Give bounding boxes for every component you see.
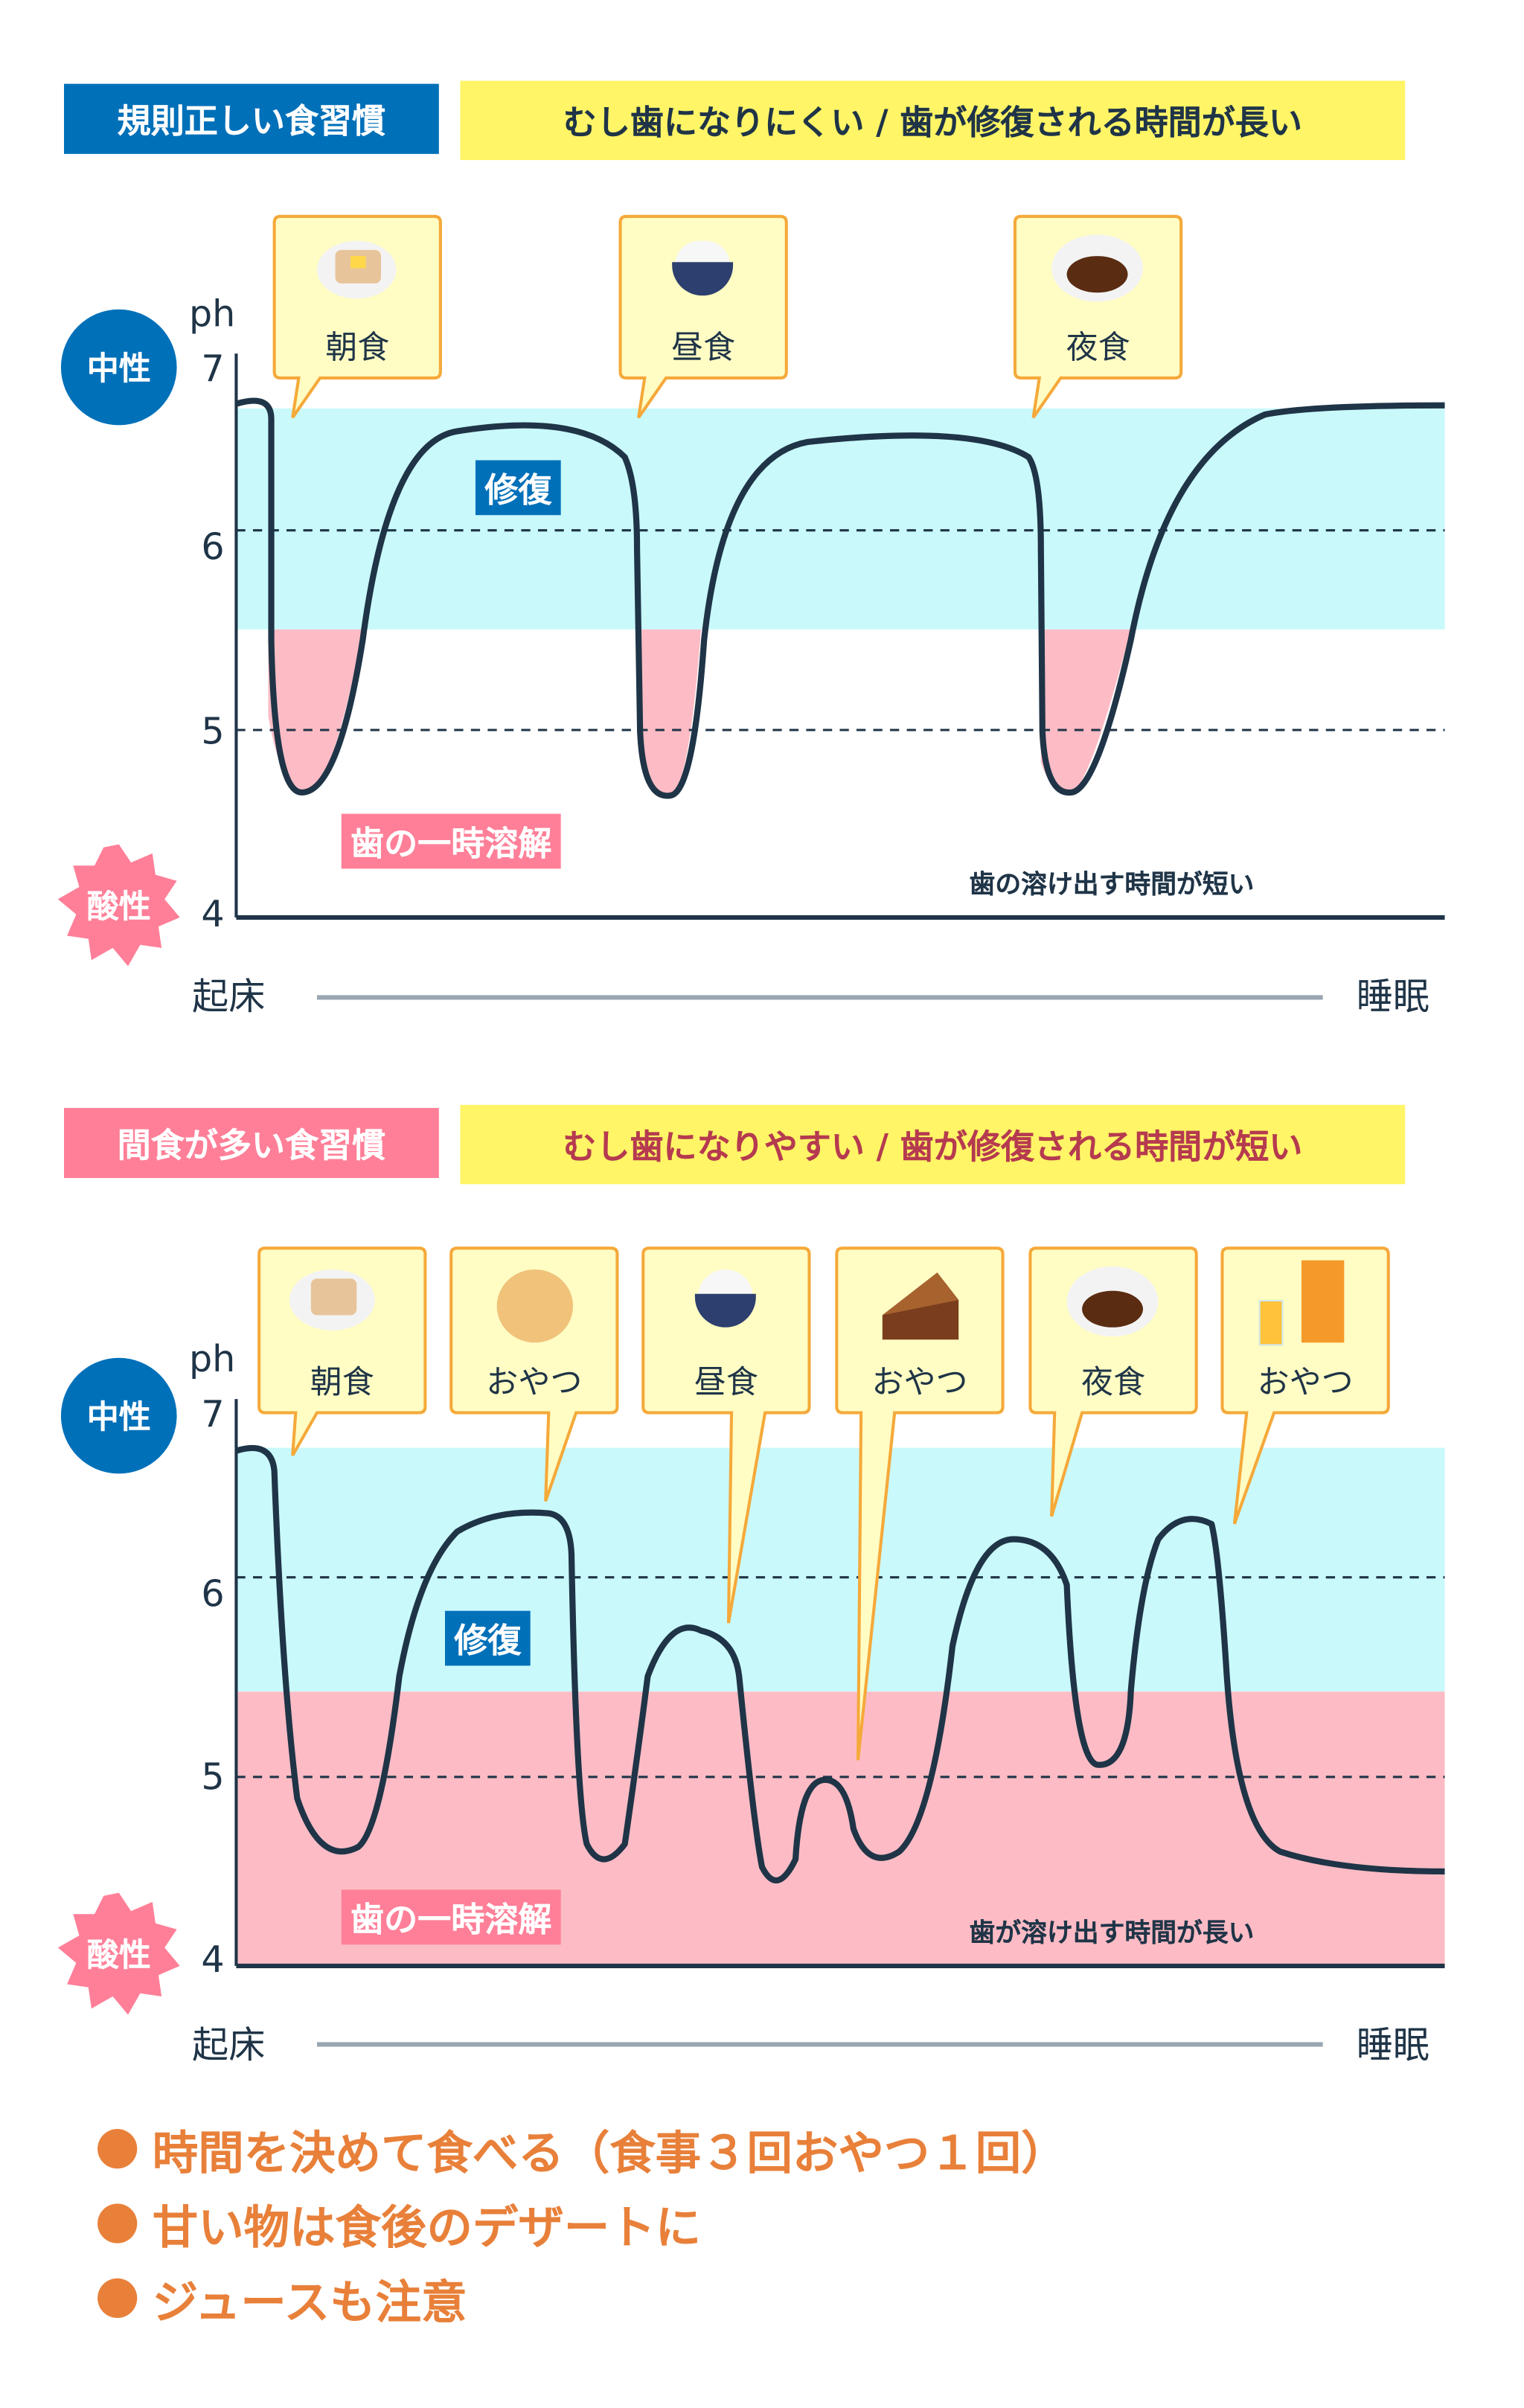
dissolve-label: 歯の一時溶解 — [341, 1889, 561, 1945]
meal-bubble: 昼食 — [617, 214, 789, 419]
section1-headline: むし歯になりにくい / 歯が修復される時間が長い — [460, 80, 1406, 161]
cookie-icon — [496, 1269, 574, 1343]
chart-note: 歯の溶け出す時間が短い — [969, 870, 1255, 901]
rice-bowl-icon — [692, 1269, 759, 1336]
meal-label: 昼食 — [694, 1363, 758, 1401]
time-arrow — [316, 2042, 1323, 2047]
ytick-4: 4 — [201, 893, 225, 936]
ytick-7: 7 — [201, 1392, 225, 1436]
tip-item: 甘い物は食後のデザートに — [97, 2190, 701, 2257]
ytick-5: 5 — [201, 1755, 225, 1799]
cake-icon — [877, 1269, 962, 1342]
time-start: 起床 — [192, 2023, 266, 2067]
chart1-plot — [234, 353, 1445, 920]
unit-label: ph — [188, 1338, 236, 1381]
unit-label: ph — [188, 292, 236, 336]
meal-bubble: おやつ — [448, 1245, 620, 1504]
chart-note: 歯が溶け出す時間が長い — [969, 1918, 1255, 1950]
orange-juice-icon — [1258, 1260, 1351, 1346]
time-start: 起床 — [192, 975, 266, 1019]
bullet-icon — [97, 2203, 138, 2244]
meal-label: 朝食 — [310, 1363, 374, 1401]
ytick-6: 6 — [201, 1572, 225, 1616]
curry-icon — [1051, 234, 1144, 302]
dissolve-label: 歯の一時溶解 — [341, 813, 561, 869]
time-arrow — [316, 995, 1323, 1000]
ytick-6: 6 — [201, 525, 225, 569]
section2-tag: 間食が多い食習慣 — [64, 1107, 439, 1179]
section1-tag: 規則正しい食習慣 — [64, 83, 439, 154]
meal-bubble: 夜食 — [1012, 214, 1184, 419]
meal-label: おやつ — [1257, 1363, 1354, 1401]
meal-label: おやつ — [871, 1363, 968, 1401]
bullet-icon — [97, 2278, 138, 2319]
meal-label: 夜食 — [1081, 1363, 1146, 1401]
ytick-5: 5 — [201, 710, 225, 753]
meal-label: おやつ — [486, 1363, 583, 1401]
ytick-7: 7 — [201, 347, 225, 391]
meal-bubble: 夜食 — [1027, 1245, 1199, 1520]
acid-badge: 酸性 — [55, 1890, 183, 2018]
meal-bubble: おやつ — [1219, 1245, 1391, 1527]
meal-label: 昼食 — [671, 329, 736, 366]
toast-icon — [289, 1269, 375, 1331]
repair-label: 修復 — [475, 460, 561, 516]
curry-icon — [1066, 1266, 1159, 1337]
acid-badge: 酸性 — [55, 841, 183, 969]
burst-shape-icon — [57, 1892, 180, 2015]
repair-label: 修復 — [445, 1610, 531, 1666]
section2-headline: むし歯になりやすい / 歯が修復される時間が短い — [460, 1104, 1406, 1185]
ytick-4: 4 — [201, 1938, 225, 1982]
rice-bowl-icon — [669, 240, 736, 302]
time-end: 睡眠 — [1356, 2023, 1430, 2067]
meal-bubble: 昼食 — [640, 1245, 812, 1626]
toast-icon — [316, 240, 397, 299]
bullet-icon — [97, 2129, 138, 2169]
tip-item: ジュースも注意 — [97, 2264, 467, 2331]
meal-bubble: 朝食 — [256, 1245, 428, 1458]
neutral-badge: 中性 — [60, 1357, 177, 1474]
meal-label: 朝食 — [325, 329, 390, 366]
neutral-badge: 中性 — [60, 309, 177, 426]
time-end: 睡眠 — [1356, 975, 1430, 1019]
meal-bubble: おやつ — [833, 1245, 1005, 1763]
meal-label: 夜食 — [1066, 329, 1130, 366]
tip-item: 時間を決めて食べる（食事３回おやつ１回） — [97, 2116, 1067, 2183]
burst-shape-icon — [57, 844, 180, 967]
meal-bubble: 朝食 — [272, 214, 444, 419]
